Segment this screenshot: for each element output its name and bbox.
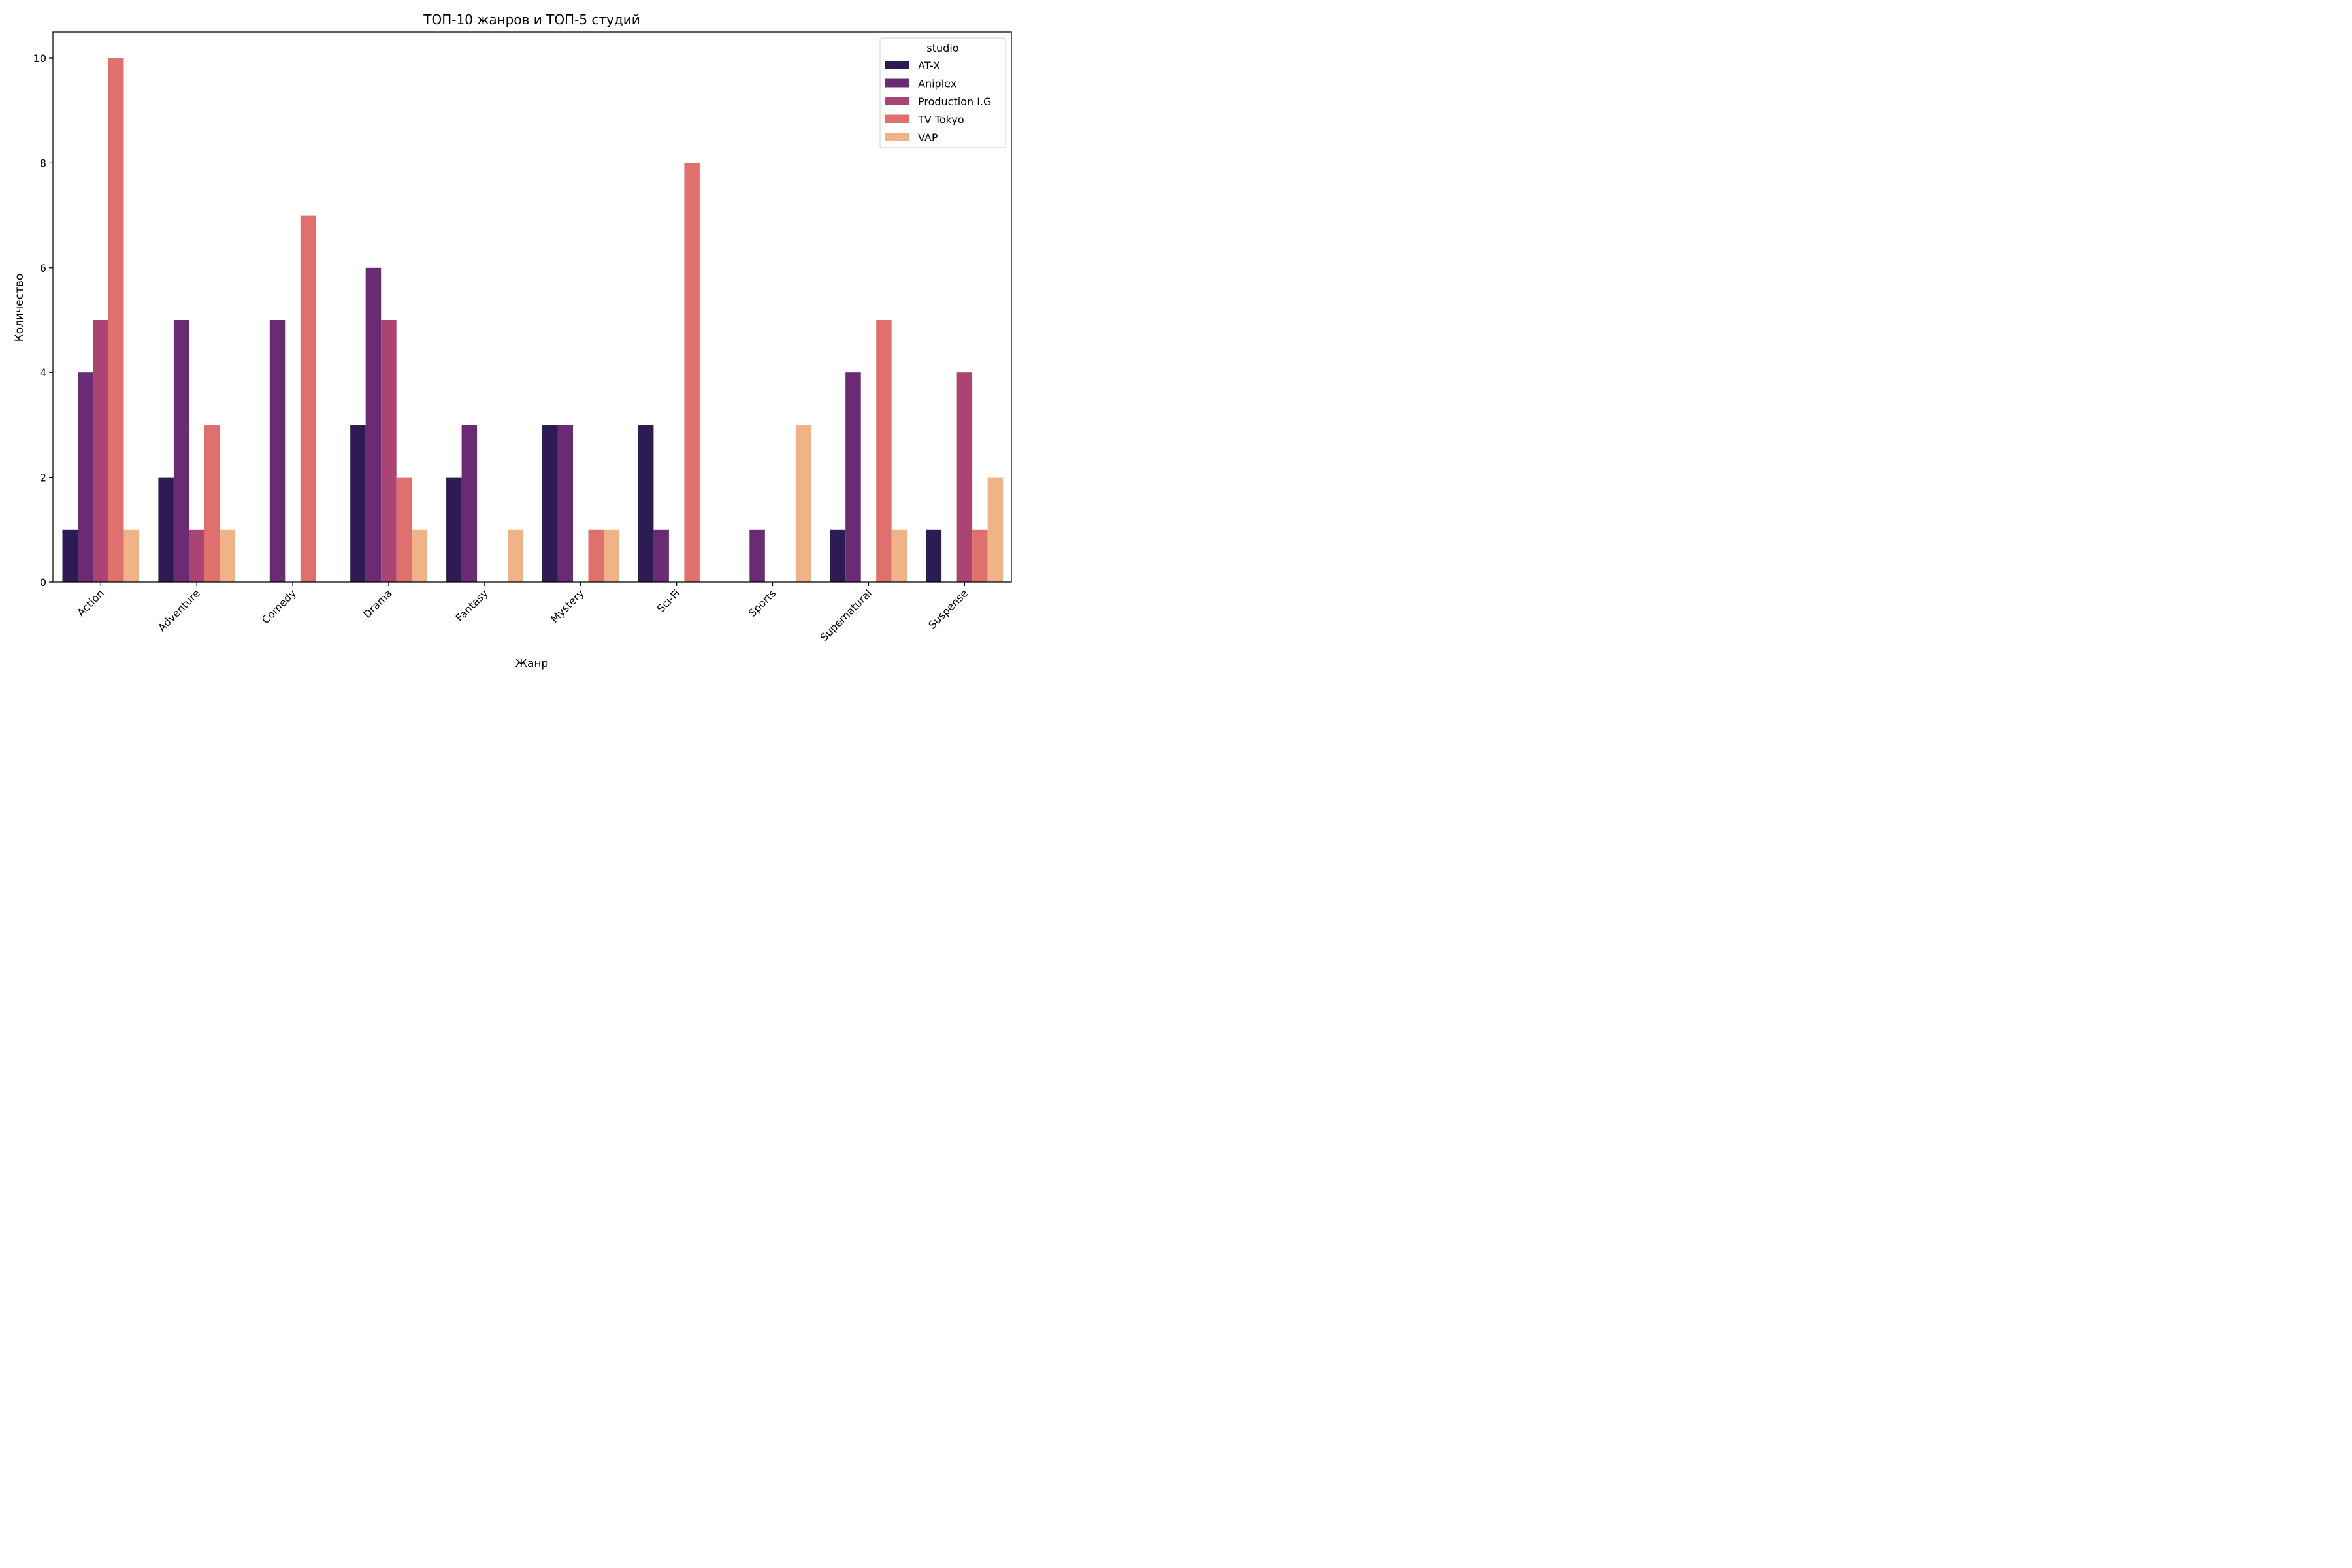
y-tick-label: 4 xyxy=(40,367,46,379)
bar-adventure-tv-tokyo xyxy=(204,425,220,582)
bar-suspense-vap xyxy=(987,477,1004,582)
bar-mystery-aniplex xyxy=(557,425,573,582)
bar-action-vap xyxy=(123,529,139,582)
bar-action-at-x xyxy=(62,529,78,582)
y-tick-label: 8 xyxy=(40,157,46,169)
bar-drama-aniplex xyxy=(365,267,382,582)
bar-sci-fi-aniplex xyxy=(653,529,669,582)
bar-drama-tv-tokyo xyxy=(396,477,412,582)
legend-swatch xyxy=(885,114,909,123)
legend-label: Aniplex xyxy=(918,78,956,90)
y-axis-ticks: 0 2 4 6 8 10 xyxy=(33,52,53,589)
bar-adventure-production-i-g xyxy=(189,529,204,582)
x-tick-label: Comedy xyxy=(259,587,299,626)
bar-sports-aniplex xyxy=(749,529,765,582)
y-tick-label: 2 xyxy=(40,472,46,484)
plot-frame xyxy=(52,31,1012,583)
bar-supernatural-vap xyxy=(891,529,907,582)
bar-fantasy-vap xyxy=(508,529,523,582)
x-tick-label: Suspense xyxy=(926,587,970,631)
x-tick-label: Mystery xyxy=(548,587,587,625)
x-tick-label: Action xyxy=(74,587,106,619)
bar-adventure-aniplex xyxy=(173,320,189,582)
bar-suspense-at-x xyxy=(926,529,942,582)
bar-action-aniplex xyxy=(78,372,93,582)
bar-drama-at-x xyxy=(350,425,366,582)
bar-supernatural-tv-tokyo xyxy=(876,320,892,582)
bar-mystery-at-x xyxy=(542,425,558,582)
bar-supernatural-at-x xyxy=(830,529,846,582)
bar-sports-vap xyxy=(795,425,811,582)
y-axis-label: Количество xyxy=(13,274,26,342)
bar-comedy-tv-tokyo xyxy=(300,215,316,583)
y-tick-label: 10 xyxy=(33,52,46,65)
bar-fantasy-aniplex xyxy=(461,425,478,582)
bar-adventure-at-x xyxy=(158,477,174,582)
bar-supernatural-aniplex xyxy=(845,372,861,582)
x-tick-label: Sports xyxy=(746,587,779,619)
bars-group xyxy=(62,58,1004,583)
bar-comedy-aniplex xyxy=(269,320,286,582)
x-tick-label: Drama xyxy=(361,587,395,621)
bar-action-tv-tokyo xyxy=(108,58,124,582)
x-tick-label: Fantasy xyxy=(453,587,491,624)
x-axis-ticks: Action Adventure Comedy Drama Fantasy Mystery… xyxy=(74,582,970,644)
x-tick-label: Supernatural xyxy=(817,587,874,644)
bar-drama-vap xyxy=(412,529,427,582)
legend-title: studio xyxy=(926,42,958,54)
legend-swatch xyxy=(885,78,909,88)
bar-drama-production-i-g xyxy=(381,320,397,582)
legend-label: VAP xyxy=(918,131,938,144)
x-tick-label: Adventure xyxy=(155,587,203,634)
legend-swatch xyxy=(885,97,909,105)
bar-chart: ТОП-10 жанров и ТОП-5 студий Количество … xyxy=(13,12,1012,670)
legend-label: TV Tokyo xyxy=(917,114,964,126)
bar-mystery-tv-tokyo xyxy=(588,529,604,582)
x-tick-label: Sci-Fi xyxy=(655,587,683,615)
bar-adventure-vap xyxy=(220,529,235,582)
bar-suspense-tv-tokyo xyxy=(972,529,988,582)
bar-mystery-vap xyxy=(604,529,619,582)
legend: studio AT-X Aniplex Production I.G TV Tokyo… xyxy=(879,37,1006,148)
bar-action-production-i-g xyxy=(93,320,108,582)
chart-title: ТОП-10 жанров и ТОП-5 студий xyxy=(423,12,640,27)
y-tick-label: 6 xyxy=(40,262,46,274)
bar-fantasy-at-x xyxy=(446,477,462,582)
legend-frame xyxy=(879,37,1006,148)
x-axis-label: Жанр xyxy=(515,657,549,670)
legend-label: Production I.G xyxy=(918,95,991,108)
bar-suspense-production-i-g xyxy=(956,372,973,582)
y-tick-label: 0 xyxy=(40,576,46,589)
bar-sci-fi-tv-tokyo xyxy=(684,163,700,582)
bar-sci-fi-at-x xyxy=(638,425,654,582)
legend-label: AT-X xyxy=(918,59,940,72)
legend-swatch xyxy=(885,61,909,69)
legend-swatch xyxy=(885,133,909,141)
